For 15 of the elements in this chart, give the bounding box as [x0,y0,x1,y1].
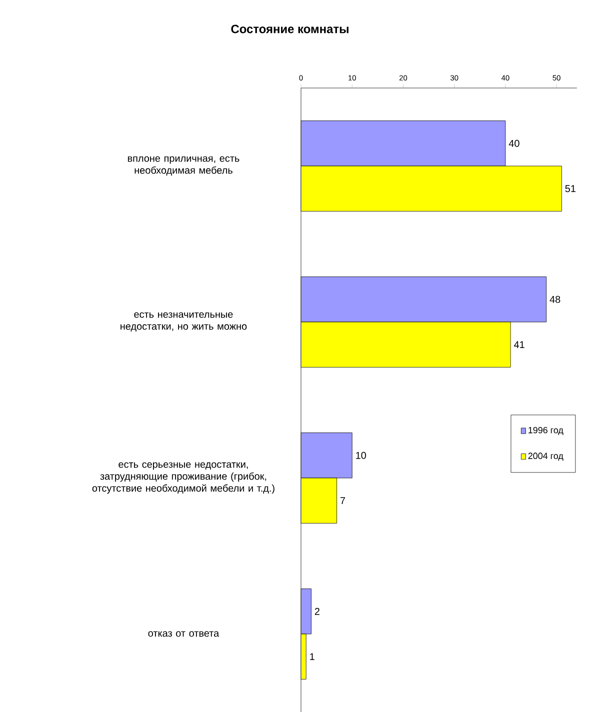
data-label: 1 [310,653,314,660]
data-label: 10 [356,452,366,459]
data-label: 41 [514,341,524,348]
data-label: 51 [565,185,576,192]
legend-label: 1996 год [528,426,564,435]
data-label: 2 [314,608,320,615]
y-tick-label: есть незначительные недостатки, но жить можно [120,312,247,332]
y-tick-label: вплоне приличная, есть необходимая мебель [128,156,240,176]
y-tick-label: есть серьезные недостатки, затрудняющие проживание (грибок, отсутствие необходимой мебели и т.д.) [92,462,274,494]
data-label: 48 [550,296,560,303]
data-label: 40 [508,140,520,147]
legend-label: 2004 год [528,452,564,461]
chart-title: Состояние комнаты [231,24,348,34]
data-label: 7 [340,497,346,504]
y-tick-label: отказ от ответа [148,631,220,637]
